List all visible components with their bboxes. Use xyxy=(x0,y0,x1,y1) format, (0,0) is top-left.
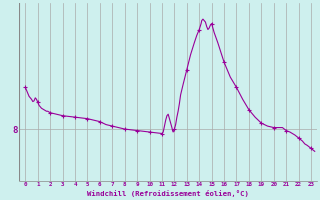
X-axis label: Windchill (Refroidissement éolien,°C): Windchill (Refroidissement éolien,°C) xyxy=(87,190,249,197)
